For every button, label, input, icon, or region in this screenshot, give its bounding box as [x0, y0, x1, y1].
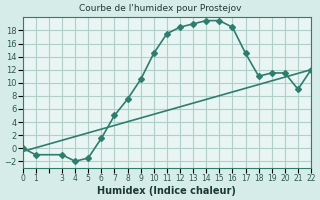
X-axis label: Humidex (Indice chaleur): Humidex (Indice chaleur) — [97, 186, 236, 196]
Text: Courbe de l'humidex pour Prostejov: Courbe de l'humidex pour Prostejov — [79, 4, 241, 13]
